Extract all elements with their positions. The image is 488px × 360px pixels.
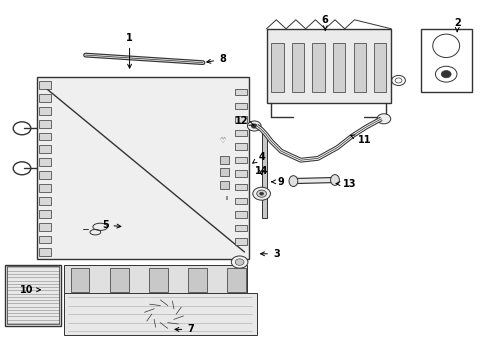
Bar [39,222,51,230]
Bar [39,94,51,102]
Bar [220,156,228,163]
Bar [234,211,246,218]
Bar [39,235,51,243]
Circle shape [440,71,450,78]
Bar [37,77,249,259]
Bar [39,81,51,89]
Text: 13: 13 [335,179,356,189]
Bar [110,268,128,292]
Bar [234,238,246,245]
Circle shape [376,114,390,124]
Bar [420,29,471,92]
Text: 1: 1 [126,33,133,68]
Bar [234,143,246,150]
Bar [234,198,246,204]
Ellipse shape [330,175,339,185]
Bar [39,171,51,179]
Bar [220,181,228,189]
Bar [7,266,59,324]
Bar [234,89,246,95]
Bar [39,184,51,192]
Bar [188,268,206,292]
Text: 4: 4 [252,152,264,163]
Circle shape [247,121,261,131]
Bar [353,43,365,92]
Bar [234,103,246,109]
Text: 6: 6 [321,15,328,30]
Bar [39,197,51,205]
Bar [39,158,51,166]
Bar [261,133,267,218]
Text: ♡: ♡ [219,138,225,144]
Bar [39,248,51,256]
Bar [234,225,246,231]
Text: 2: 2 [453,18,460,32]
Bar [63,293,256,335]
Circle shape [235,259,244,265]
Text: 11: 11 [350,135,370,145]
Bar [39,210,51,218]
Circle shape [231,256,247,268]
Bar [271,43,283,92]
Text: 9: 9 [271,177,284,187]
Ellipse shape [288,176,297,186]
Bar [39,132,51,140]
Bar [71,268,89,292]
Bar [266,29,390,103]
Bar [291,43,304,92]
Text: 5: 5 [102,220,121,230]
Circle shape [259,192,263,195]
Bar [39,107,51,115]
Text: 3: 3 [260,249,279,259]
Bar [39,120,51,127]
Circle shape [251,124,257,128]
Bar [312,43,324,92]
Bar [332,43,345,92]
Text: 14: 14 [254,166,268,176]
Text: 7: 7 [175,324,194,334]
Bar [234,116,246,122]
Text: 8: 8 [206,54,225,64]
Bar [234,170,246,177]
Text: 12: 12 [235,116,254,126]
Bar [234,184,246,190]
Circle shape [256,190,266,197]
Bar [234,130,246,136]
Circle shape [252,187,270,200]
Bar [373,43,386,92]
Bar [234,157,246,163]
Bar [220,168,228,176]
Bar [39,145,51,153]
Bar [63,265,246,295]
Bar [227,268,245,292]
Text: 10: 10 [20,285,41,295]
Bar [149,268,167,292]
Bar [5,265,61,326]
Text: II: II [225,196,228,201]
